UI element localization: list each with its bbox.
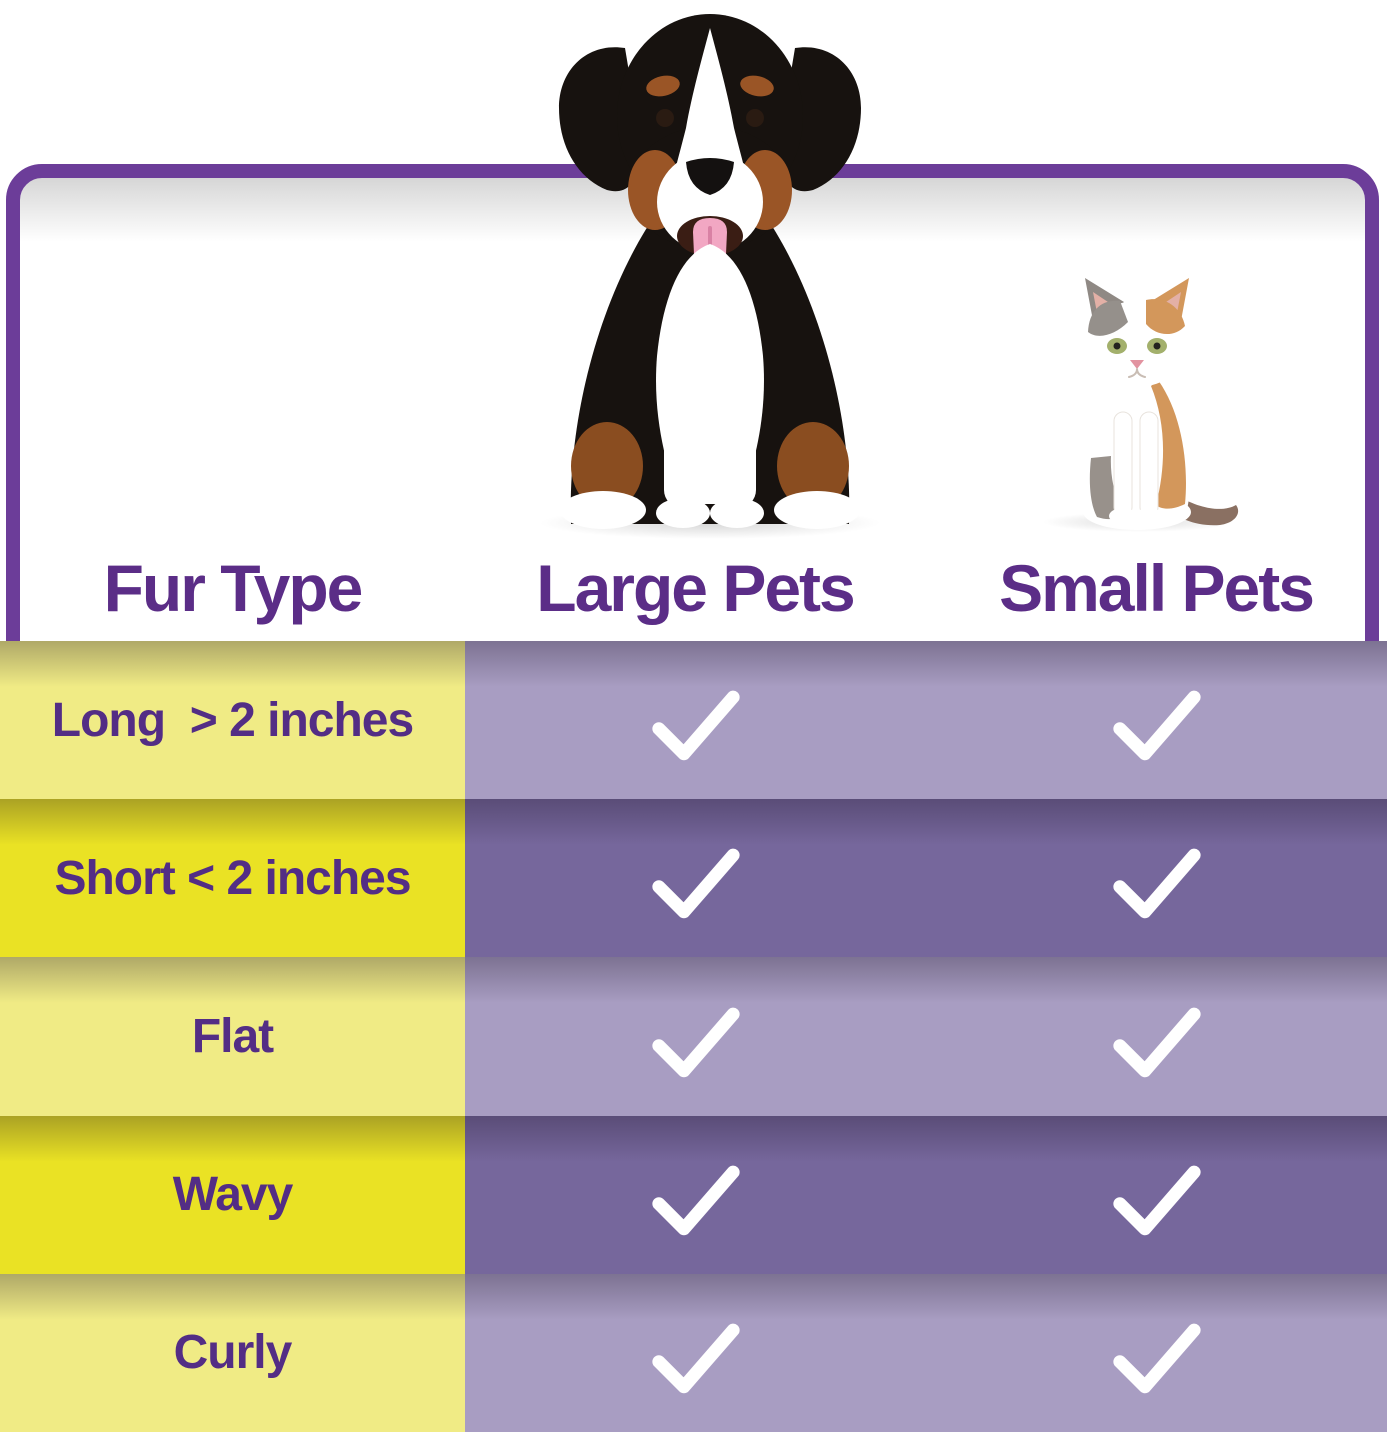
large-pets-cell — [465, 1273, 926, 1433]
small-pets-cell — [926, 799, 1387, 958]
small-pet-cat-image — [1043, 278, 1239, 532]
checkmark-icon — [651, 1323, 740, 1394]
fur-type-label: Flat — [0, 957, 465, 1116]
large-pet-dog-image — [540, 14, 880, 539]
dog-eye — [656, 109, 674, 127]
large-pets-cell — [465, 641, 926, 800]
small-pets-cell — [926, 1273, 1387, 1433]
column-header-small-pets: Small Pets — [999, 551, 1315, 625]
table-body: Long > 2 inches Short < 2 inches Flat — [0, 641, 1387, 1433]
checkmark-icon — [1112, 1007, 1201, 1077]
small-pets-cell — [926, 957, 1387, 1116]
checkmark-icon — [1112, 690, 1201, 761]
large-pets-cell — [465, 957, 926, 1116]
checkmark-icon — [651, 1007, 740, 1077]
table-row: Wavy — [0, 1115, 1387, 1274]
large-pets-cell — [465, 1115, 926, 1274]
checkmark-icon — [1112, 848, 1201, 919]
column-header-large-pets: Large Pets — [536, 551, 855, 625]
fur-type-label: Long > 2 inches — [0, 641, 465, 800]
large-pets-cell — [465, 799, 926, 958]
small-pets-cell — [926, 641, 1387, 800]
table-row: Curly — [0, 1273, 1387, 1433]
checkmark-icon — [1112, 1165, 1201, 1235]
fur-type-label: Curly — [0, 1273, 465, 1433]
checkmark-icon — [651, 848, 740, 919]
small-pets-cell — [926, 1115, 1387, 1274]
checkmark-icon — [1112, 1323, 1201, 1394]
fur-type-label: Short < 2 inches — [0, 799, 465, 958]
checkmark-icon — [651, 1165, 740, 1235]
table-row: Flat — [0, 957, 1387, 1116]
table-row: Short < 2 inches — [0, 799, 1387, 958]
table-row: Long > 2 inches — [0, 641, 1387, 800]
dog-eye — [746, 109, 764, 127]
checkmark-icon — [651, 690, 740, 761]
column-header-fur-type: Fur Type — [103, 551, 364, 625]
fur-type-label: Wavy — [0, 1115, 465, 1274]
table-header-row: Fur Type Large Pets Small Pets — [0, 536, 1387, 640]
